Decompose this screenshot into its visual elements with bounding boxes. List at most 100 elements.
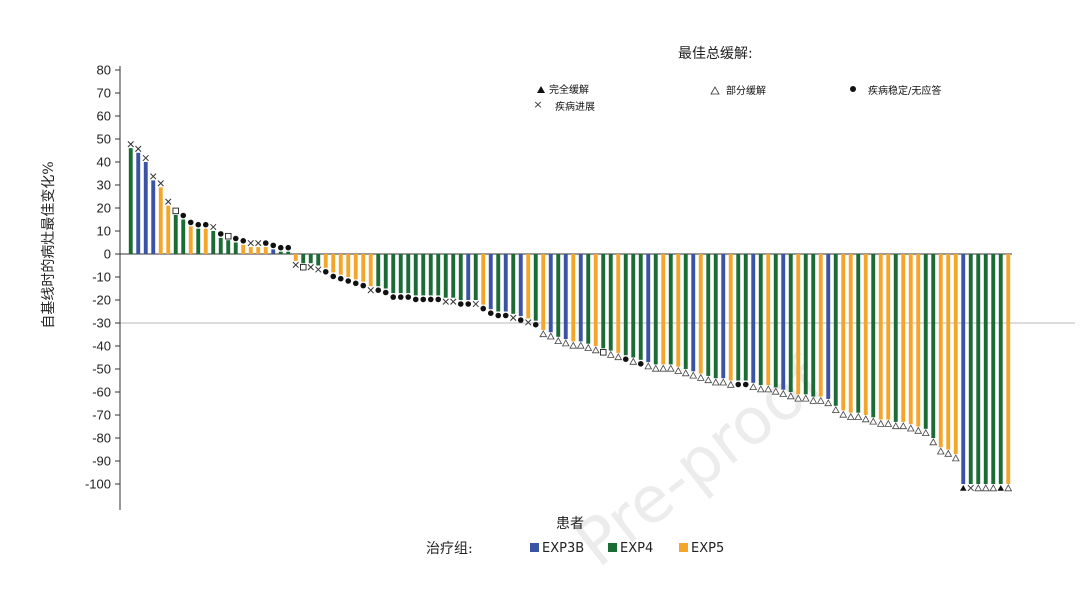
partial-response-marker [861, 415, 870, 423]
bar [631, 254, 636, 358]
bar [443, 254, 448, 298]
y-tick-label: 0 [104, 247, 111, 262]
bar [601, 254, 606, 349]
complete-response-marker [997, 485, 1004, 491]
partial-response-marker [974, 484, 983, 492]
group-legend-title: 治疗组: [426, 541, 473, 557]
bar [706, 254, 711, 376]
stable-disease-marker [382, 289, 389, 296]
bar [788, 254, 793, 392]
legend-swatch-exp3b [530, 543, 539, 552]
partial-response-marker [951, 454, 960, 462]
bar [878, 254, 883, 420]
bar [721, 254, 726, 379]
y-tick-label: 60 [97, 109, 111, 124]
partial-response-marker [614, 353, 623, 361]
stable-disease-marker [202, 221, 209, 228]
legend-label-exp4: EXP4 [620, 541, 653, 556]
y-tick-label: 80 [97, 63, 111, 78]
partial-response-marker [710, 86, 720, 95]
bar [488, 254, 493, 310]
bar [361, 254, 366, 282]
bar [316, 254, 321, 266]
bar [668, 254, 673, 365]
bar [248, 247, 253, 254]
partial-response-marker [681, 369, 690, 377]
stable-disease-marker [337, 275, 344, 282]
stable-disease-marker [195, 221, 202, 228]
stable-disease-marker [390, 294, 397, 300]
bar [766, 254, 771, 386]
bar [256, 247, 261, 254]
stable-disease-marker [457, 301, 464, 307]
bar [421, 254, 426, 296]
stable-disease-marker [270, 242, 277, 249]
y-tick-label: 70 [97, 86, 111, 101]
progressive-disease-marker [157, 180, 164, 187]
progressive-disease-marker [127, 141, 134, 148]
bar [961, 254, 966, 484]
partial-response-marker [666, 364, 675, 372]
bar [856, 254, 861, 413]
partial-response-marker [756, 385, 765, 393]
y-tick-label: 40 [97, 155, 111, 170]
bar [391, 254, 396, 294]
partial-response-marker [606, 350, 615, 358]
partial-response-marker [944, 449, 953, 457]
y-tick-label: -80 [92, 431, 111, 446]
stable-disease-marker [262, 240, 269, 246]
bar [233, 242, 238, 254]
legend-label-complete: 完全缓解 [549, 83, 589, 96]
progressive-disease-marker [450, 298, 457, 305]
not-evaluable-marker [224, 232, 232, 240]
bar [241, 244, 246, 254]
legend-label-exp5: EXP5 [691, 541, 724, 556]
stable-disease-marker [622, 356, 629, 363]
partial-response-marker [936, 447, 945, 455]
bar [398, 254, 403, 294]
stable-disease-marker [180, 212, 187, 219]
not-evaluable-marker [600, 349, 607, 356]
y-tick-label: -10 [92, 270, 111, 285]
bar [548, 254, 553, 333]
bar [301, 254, 306, 264]
bar [646, 254, 651, 363]
stable-disease-marker [405, 294, 412, 300]
stable-disease-marker [217, 231, 224, 237]
bar [293, 254, 298, 261]
bar [848, 254, 853, 413]
y-tick-label: -20 [92, 293, 111, 308]
bar [923, 254, 928, 429]
bar [653, 254, 658, 365]
complete-response-marker [537, 86, 545, 93]
partial-response-marker [674, 366, 683, 374]
progressive-disease-marker [307, 264, 314, 271]
bar [676, 254, 681, 367]
partial-response-marker [584, 343, 593, 351]
partial-response-marker [876, 419, 885, 427]
bar [803, 254, 808, 395]
stable-disease-marker [435, 296, 442, 303]
bar [263, 247, 268, 254]
stable-disease-marker [850, 86, 856, 92]
bar [758, 254, 763, 386]
y-tick-label: -100 [85, 477, 111, 492]
bar [586, 254, 591, 344]
bar [563, 254, 568, 340]
partial-response-marker [569, 341, 578, 349]
bar [188, 226, 193, 254]
bar [323, 254, 328, 268]
y-tick-label: 50 [97, 132, 111, 147]
partial-response-marker [696, 373, 705, 381]
partial-response-marker [689, 371, 698, 379]
stable-disease-marker [532, 321, 539, 328]
partial-response-marker [914, 426, 923, 434]
bar [218, 237, 223, 254]
bar [376, 254, 381, 287]
progressive-disease-marker [292, 261, 299, 269]
partial-response-marker [659, 364, 668, 372]
bar [901, 254, 906, 422]
partial-response-marker [539, 330, 548, 338]
y-tick-label: 10 [97, 224, 111, 239]
